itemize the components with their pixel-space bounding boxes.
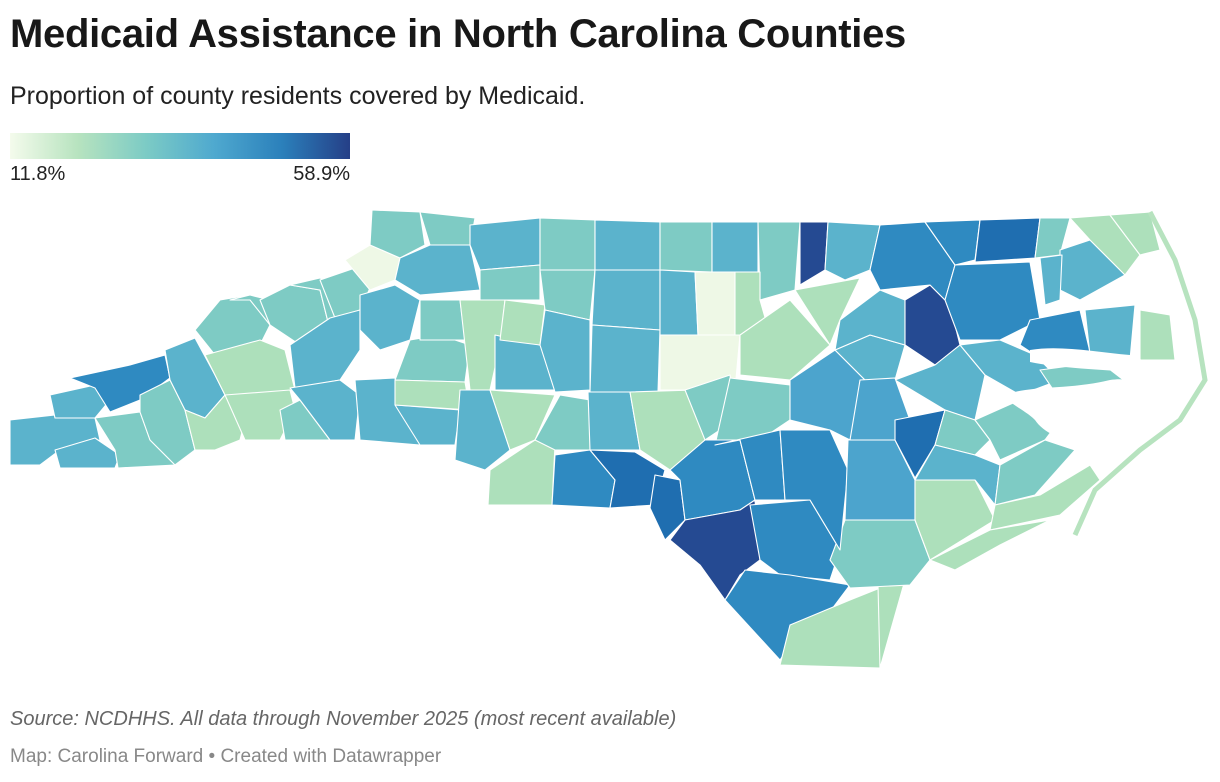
county-region[interactable] — [369, 209, 426, 259]
county-region[interactable] — [757, 221, 801, 301]
county-region[interactable] — [469, 217, 541, 271]
county-region[interactable] — [711, 221, 759, 273]
county-region[interactable] — [694, 271, 736, 336]
county-region[interactable] — [289, 379, 361, 441]
county-region[interactable] — [714, 377, 791, 446]
county-region[interactable] — [589, 324, 661, 393]
county-region[interactable] — [799, 221, 829, 286]
county-region[interactable] — [591, 269, 661, 331]
county-region[interactable] — [944, 261, 1041, 341]
legend-min-label: 11.8% — [10, 163, 66, 185]
chart-title: Medicaid Assistance in North Carolina Co… — [10, 12, 907, 56]
pamlico-sound — [1005, 379, 1170, 442]
color-legend: 11.8% 58.9% — [10, 133, 350, 185]
county-region[interactable] — [659, 269, 699, 336]
county-region[interactable] — [649, 474, 686, 541]
legend-max-label: 58.9% — [293, 163, 350, 185]
county-region[interactable] — [929, 519, 1051, 571]
county-region[interactable] — [49, 384, 111, 419]
county-region[interactable] — [539, 309, 591, 393]
county-region[interactable] — [994, 439, 1076, 506]
county-region[interactable] — [934, 409, 991, 456]
county-region[interactable] — [829, 519, 931, 589]
county-region[interactable] — [419, 299, 466, 341]
county-region[interactable] — [1109, 211, 1161, 256]
county-region[interactable] — [1039, 254, 1063, 306]
county-region[interactable] — [1069, 214, 1141, 276]
county-region[interactable] — [824, 221, 881, 281]
legend-labels: 11.8% 58.9% — [10, 159, 350, 185]
water-layer — [1005, 348, 1170, 442]
county-region[interactable] — [594, 219, 661, 271]
county-region[interactable] — [479, 264, 541, 301]
legend-gradient-bar — [10, 133, 350, 159]
outer-banks — [1072, 210, 1208, 537]
county-region[interactable] — [394, 334, 471, 383]
chart-subtitle: Proportion of county residents covered b… — [10, 82, 586, 110]
credit-line: Map: Carolina Forward • Created with Dat… — [10, 746, 442, 767]
county-region[interactable] — [877, 579, 906, 669]
county-region[interactable] — [539, 217, 596, 271]
county-region[interactable] — [669, 499, 761, 601]
albemarle-sound — [1030, 348, 1146, 372]
nc-county-map — [9, 209, 1208, 669]
county-region[interactable] — [659, 221, 713, 273]
county-region[interactable] — [1139, 309, 1176, 361]
county-region[interactable] — [499, 299, 546, 346]
county-layer — [9, 209, 1208, 669]
county-region[interactable] — [974, 217, 1041, 263]
county-region[interactable] — [739, 299, 831, 381]
source-note: Source: NCDHHS. All data through Novembe… — [10, 708, 677, 730]
county-region[interactable] — [419, 211, 476, 246]
county-region[interactable] — [714, 429, 786, 501]
